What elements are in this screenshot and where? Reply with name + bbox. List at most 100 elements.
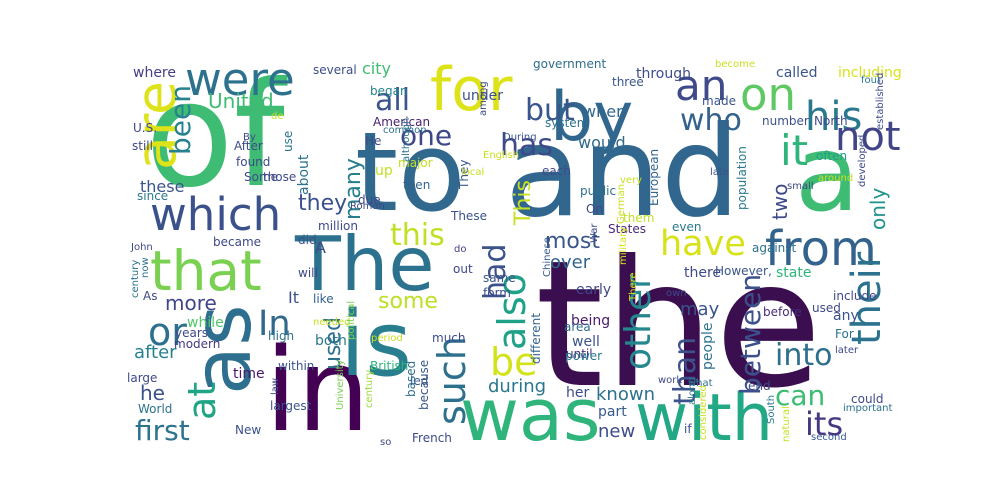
word-on-18: on [740, 68, 796, 121]
word-used-198: used [812, 301, 841, 315]
word-british-112: British [370, 359, 408, 373]
word-north-178: North [814, 114, 848, 128]
word-years-189: years [175, 326, 208, 340]
word-high-110: high [268, 329, 294, 343]
word-own-154: own [666, 288, 687, 299]
word-had-40: had [478, 244, 513, 300]
word-then-145: then [403, 178, 430, 192]
word-natural-197: natural [781, 406, 792, 442]
word-four-168: four [861, 75, 882, 86]
word-states-105: States [608, 222, 646, 236]
word-war-173: War [589, 223, 600, 243]
word-state-78: state [776, 265, 811, 281]
word-before-88: before [763, 305, 802, 319]
word-other-31: other [618, 274, 659, 370]
word-century-128: century, [364, 367, 375, 408]
word-century-187: century [130, 260, 141, 298]
word-different-136: different [529, 313, 543, 364]
word-any-87: any [833, 308, 859, 324]
word-become-169: become [715, 59, 755, 70]
word-world-117: World [138, 402, 172, 416]
word-south-160: South [766, 395, 777, 424]
word-later-163: later [835, 345, 859, 356]
word-those-183: those [263, 170, 296, 184]
word-but-36: but [525, 93, 575, 128]
word-since-184: since [137, 189, 168, 203]
word-made-96: made [702, 94, 736, 108]
word-this-33: this [390, 218, 445, 253]
word-u-s-195: U.S. [133, 121, 157, 135]
word-because-113: because [417, 360, 431, 410]
word-very-171: very [620, 175, 642, 186]
word-with-10: with [635, 381, 773, 456]
word-european-103: European [647, 149, 661, 206]
word-been-39: been [164, 85, 197, 155]
word-the-0: the [535, 224, 822, 427]
word-many-48: many [341, 158, 366, 220]
word-not-23: not [835, 114, 901, 160]
word-there-152: There [628, 272, 639, 302]
word-would-58: would [578, 133, 626, 152]
word-each-100: each [542, 164, 571, 178]
word-that-14: that [150, 239, 262, 303]
word-major-98: major [398, 156, 433, 170]
word-under-69: under [462, 88, 503, 104]
word-at-26: at [180, 382, 224, 420]
word-within-111: within [278, 359, 314, 373]
word-was-9: was [460, 373, 601, 457]
word-law-130: law [270, 378, 281, 395]
word-an-20: an [675, 61, 727, 110]
word-found-193: found [236, 155, 270, 169]
word-are-13: are [124, 81, 188, 170]
word-work-155: work [658, 375, 682, 386]
word-into-43: into [775, 338, 832, 373]
word-much-135: much [432, 331, 466, 345]
word-them-149: them [623, 211, 654, 225]
word-people-86: people [700, 323, 716, 370]
word-most-46: most [545, 229, 600, 254]
word-where-70: where [133, 65, 176, 81]
word-three-97: three [612, 75, 644, 89]
word-part-89: part [598, 404, 627, 420]
word-along-157: along [687, 377, 698, 405]
word-it-72: It [288, 288, 299, 307]
word-use-99: use [281, 131, 295, 152]
word-have-22: have [660, 224, 746, 264]
word-power-121: power [565, 349, 602, 363]
word-up-75: up [375, 163, 393, 179]
word-so-129: so [380, 437, 391, 448]
word-in-28: In [258, 304, 291, 344]
word-american-101: American [373, 115, 430, 129]
word-it-19: it [780, 126, 808, 175]
word-even-150: even [672, 220, 701, 234]
word-often-79: often [816, 149, 847, 163]
word-small-165: small [787, 181, 814, 192]
word-both-84: both [315, 333, 347, 349]
word-period-134: period [371, 333, 403, 344]
word-all-37: all [375, 83, 410, 118]
word-will-142: will [298, 266, 318, 280]
word-german-172: German [616, 184, 627, 224]
word-has-34: has [500, 128, 553, 163]
word-modern-109: modern [174, 337, 220, 351]
word-common-179: common [383, 125, 427, 136]
word-used-49: used [321, 317, 346, 370]
word-around-164: around [818, 173, 853, 184]
word-public-147: public [580, 184, 616, 198]
word-were-17: were [185, 53, 295, 106]
word-more-52: more [165, 291, 217, 315]
word-called-66: called [776, 65, 818, 81]
word-to-3: to [355, 108, 465, 236]
word-may-57: may [680, 299, 720, 320]
word-new-63: new [598, 421, 635, 442]
word-still-191: still [132, 139, 153, 153]
word-large-190: large [127, 371, 157, 385]
word-english-175: English [483, 150, 519, 161]
word-united-53: United [208, 89, 274, 113]
word-established-167: established [875, 73, 886, 130]
word-number-80: number [762, 114, 809, 128]
word-considered-159: considered [698, 385, 709, 440]
word-a-73: A [315, 238, 326, 257]
word-over-62: over [550, 252, 591, 273]
